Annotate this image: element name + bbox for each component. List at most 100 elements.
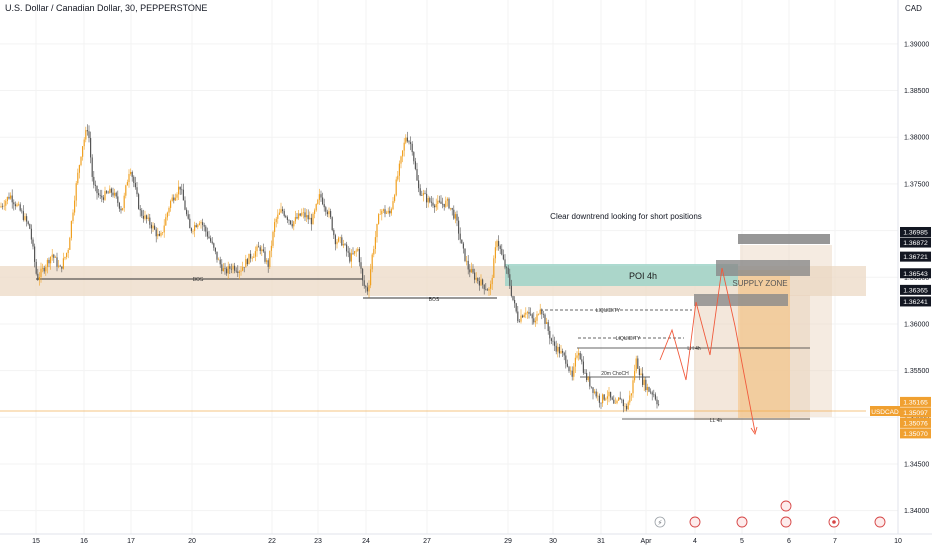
candle-body [155, 229, 157, 237]
events-row: ⚡ [654, 500, 886, 528]
candle-body [22, 211, 24, 220]
price-label-bg [900, 396, 931, 407]
price-axis[interactable]: 1.390001.385001.380001.375001.370001.365… [904, 41, 929, 515]
ca-leaf-dot [832, 520, 836, 524]
candle-body [11, 195, 13, 203]
candle-body [326, 211, 328, 215]
candle-body [26, 216, 28, 222]
candle-body [45, 267, 47, 272]
candle-body [286, 217, 288, 220]
candle-body [563, 352, 565, 356]
supply-zone-label: SUPPLY ZONE [732, 279, 787, 288]
x-tick-label: 22 [268, 538, 276, 545]
candle-body [571, 370, 573, 377]
candle-body [366, 287, 368, 292]
candle-body [502, 254, 504, 260]
us-flag-event-icon[interactable] [874, 516, 886, 528]
lightning-event-icon[interactable] [654, 516, 666, 528]
candle-body [27, 221, 29, 225]
candle-body [285, 215, 287, 218]
candle-body [325, 207, 327, 212]
candle-body [53, 254, 55, 258]
candle-body [586, 373, 588, 381]
candle-body [2, 206, 4, 207]
candle-body [562, 350, 564, 353]
candle-body [112, 192, 114, 196]
candle-body [14, 204, 16, 207]
x-tick-label: 7 [833, 538, 837, 545]
candle-body [339, 237, 341, 238]
us-flag-event-icon[interactable] [736, 516, 748, 528]
candle-body [74, 200, 76, 213]
candle-body [486, 289, 488, 291]
candle-body [515, 303, 517, 312]
x-tick-label: 15 [32, 538, 40, 545]
candle-body [240, 270, 242, 272]
price-label-bg [900, 407, 931, 418]
candle-body [179, 186, 181, 190]
candle-body [491, 277, 493, 285]
candle-body [122, 208, 124, 211]
candle-body [280, 209, 282, 213]
time-axis[interactable]: 15 16 17 20 22 23 24 27 29 30 31 Apr 4 5 6 7 10 [32, 538, 902, 545]
price-label: 1.36543 [903, 271, 928, 278]
candle-body [130, 171, 132, 174]
candle-body [131, 171, 133, 177]
candle-body [5, 200, 7, 206]
candle-body [165, 217, 167, 226]
forecast-arrowhead [750, 426, 758, 436]
candle-body [275, 218, 277, 223]
candle-body [499, 246, 501, 249]
candle-body [501, 248, 503, 255]
candle-body [242, 267, 244, 271]
candle-body [373, 248, 375, 255]
y-tick-label: 1.37500 [904, 181, 929, 188]
candle-body [549, 330, 551, 339]
target-zone-2 [716, 260, 810, 276]
candle-body [611, 397, 613, 400]
candle-body [272, 231, 274, 246]
price-labels: 1.36985 1.36872 1.36721 1.36543 1.36365 1.362… [900, 226, 931, 439]
candle-body [418, 180, 420, 189]
candle-body [315, 204, 317, 211]
price-label: 1.35070 [903, 431, 928, 438]
candle-body [298, 213, 300, 219]
candle-body [328, 211, 330, 215]
candle-body [475, 277, 477, 280]
us-flag-event-icon[interactable] [780, 500, 792, 512]
candle-body [18, 204, 20, 206]
candle-body [235, 270, 237, 272]
symbol-title[interactable]: U.S. Dollar / Canadian Dollar, 30, PEPPE… [5, 3, 208, 13]
candle-body [656, 399, 658, 405]
candle-body [405, 137, 407, 143]
y-tick-label: 1.36000 [904, 321, 929, 328]
y-tick-label: 1.39000 [904, 41, 929, 48]
candle-body [202, 222, 204, 226]
candle-body [510, 285, 512, 296]
candle-body [152, 225, 154, 229]
candle-body [518, 321, 520, 322]
candle-body [459, 233, 461, 240]
candle-body [251, 257, 253, 259]
candle-body [66, 252, 68, 258]
candle-body [314, 210, 316, 214]
candle-body [424, 193, 426, 194]
candle-body [190, 228, 192, 232]
candle-body [638, 368, 640, 376]
x-tick-label: 6 [787, 538, 791, 545]
liquidity-label-2: LIQUIDITY [616, 336, 641, 342]
candle-body [482, 279, 484, 285]
candle-body [640, 373, 642, 376]
candle-body [626, 405, 628, 410]
candle-body [496, 241, 498, 248]
symbol-tag-bg [870, 406, 900, 416]
candle-body [99, 195, 101, 196]
y-tick-label: 1.34000 [904, 508, 929, 515]
candle-body [350, 253, 352, 262]
candle-body [13, 202, 15, 205]
us-flag-event-icon[interactable] [689, 516, 701, 528]
candle-body [414, 161, 416, 170]
us-flag-event-icon[interactable] [780, 516, 792, 528]
candle-body [38, 277, 40, 281]
